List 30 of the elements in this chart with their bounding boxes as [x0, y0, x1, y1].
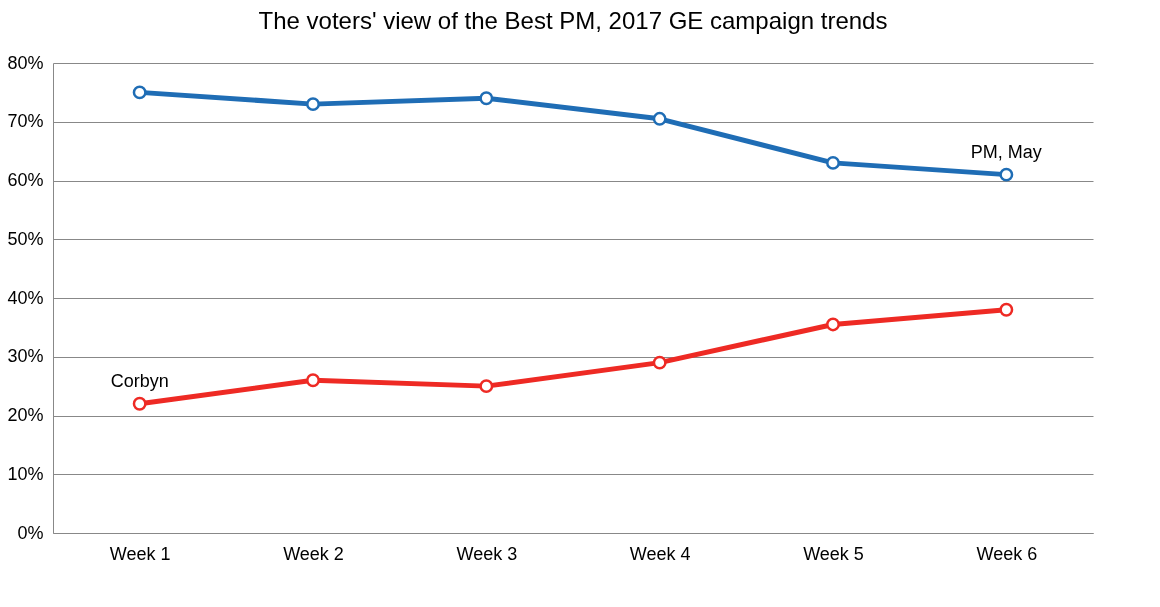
point	[132, 85, 147, 100]
point	[306, 97, 320, 112]
x-tick-label: Week 2	[283, 543, 344, 564]
y-tick-label: 0%	[17, 522, 44, 543]
point	[999, 167, 1014, 182]
y-tick-label: 60%	[7, 170, 44, 190]
point	[479, 91, 494, 106]
point	[826, 155, 840, 170]
x-tick-label: Week 6	[976, 543, 1038, 564]
point	[306, 373, 320, 388]
y-tick-label: 20%	[7, 405, 44, 425]
y-tick-label: 50%	[7, 228, 44, 249]
x-tick-label: Week 3	[456, 543, 518, 564]
series-label: Corbyn	[110, 370, 169, 391]
point	[652, 355, 667, 370]
y-tick-label: 80%	[7, 52, 44, 73]
y-tick-label: 70%	[7, 111, 44, 132]
y-tick-label: 30%	[7, 346, 44, 367]
point	[999, 302, 1014, 317]
y-tick-label: 40%	[7, 287, 44, 308]
point	[132, 396, 147, 411]
point	[826, 317, 840, 332]
x-tick-label: Week 5	[803, 543, 864, 564]
series-label: PM, May	[970, 141, 1042, 162]
x-tick-label: Week 4	[629, 543, 691, 564]
point	[652, 111, 667, 126]
x-tick-label: Week 1	[109, 543, 171, 564]
point	[479, 379, 494, 394]
chart-title: The voters' view of the Best PM, 2017 GE campaign trends	[258, 7, 888, 34]
y-tick-label: 10%	[7, 463, 44, 484]
